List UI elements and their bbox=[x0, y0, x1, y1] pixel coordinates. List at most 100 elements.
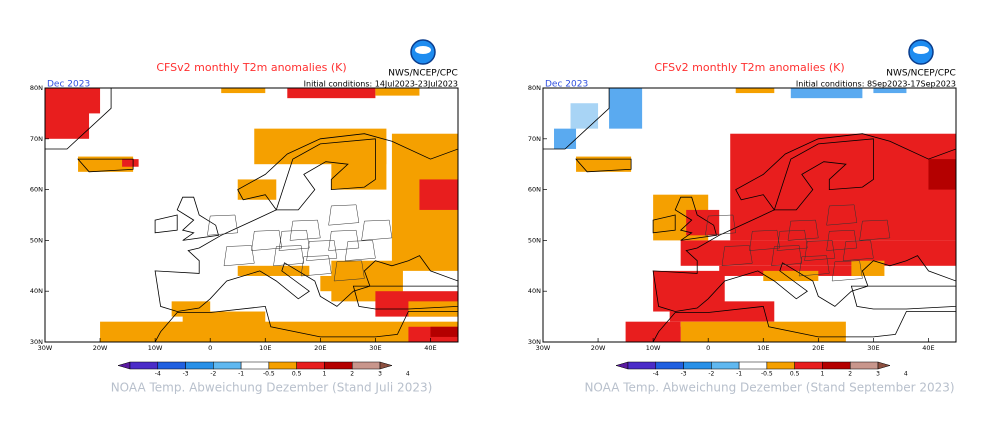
coastline bbox=[652, 305, 956, 342]
colorbar-segment bbox=[213, 361, 242, 370]
noaa-logo-bird bbox=[415, 46, 431, 54]
colorbar-tick-label: 1 bbox=[323, 371, 327, 378]
colorbar-segment bbox=[711, 361, 740, 370]
colorbar-tick-label: -2 bbox=[210, 371, 216, 378]
anomaly-patch bbox=[570, 103, 599, 129]
anomaly-patch bbox=[221, 88, 266, 94]
colorbar-end-low bbox=[117, 361, 131, 370]
colorbar-end-high bbox=[379, 361, 393, 370]
border bbox=[278, 229, 310, 251]
anomaly-patch bbox=[680, 240, 956, 266]
colorbar-tick-label: -3 bbox=[681, 371, 687, 378]
colorbar-end-low bbox=[615, 361, 629, 370]
lat-label: 60N bbox=[30, 186, 43, 194]
map-content bbox=[543, 88, 956, 342]
colorbar-segment bbox=[822, 361, 851, 370]
anomaly-patch bbox=[735, 88, 775, 94]
coastline bbox=[773, 138, 874, 211]
lon-label: 10W bbox=[646, 344, 661, 352]
lon-label: 20W bbox=[591, 344, 606, 352]
colorbar-segment bbox=[129, 361, 159, 370]
map-panel: CFSv2 monthly T2m anomalies (K) Dec 2023 I… bbox=[528, 39, 957, 395]
border bbox=[344, 240, 376, 261]
coastline bbox=[176, 196, 220, 241]
caption: NOAA Temp. Abweichung Dezember (Stand Ju… bbox=[111, 381, 433, 395]
lon-label: 10E bbox=[757, 344, 769, 352]
colorbar-tick-label: 3 bbox=[378, 371, 382, 378]
border bbox=[289, 219, 321, 241]
lon-label: 0 bbox=[208, 344, 212, 352]
anomaly-patch bbox=[669, 301, 775, 322]
anomaly-patch bbox=[609, 88, 643, 129]
border bbox=[787, 219, 819, 241]
border bbox=[328, 204, 360, 226]
coastline bbox=[652, 214, 676, 234]
border bbox=[842, 240, 874, 261]
coastline bbox=[154, 214, 178, 234]
anomaly-patch bbox=[680, 321, 846, 342]
colorbar-tick-label: -2 bbox=[708, 371, 714, 378]
lon-label: 0 bbox=[706, 344, 710, 352]
colorbar-tick-label: 0.5 bbox=[790, 371, 800, 378]
lon-label: 30W bbox=[38, 344, 53, 352]
border bbox=[798, 255, 830, 277]
coastline bbox=[275, 138, 376, 211]
border bbox=[721, 245, 753, 267]
colorbar-tick-label: -1 bbox=[736, 371, 742, 378]
anomaly-patch bbox=[873, 88, 907, 94]
coastline bbox=[154, 133, 458, 312]
colorbar-tick-label: 4 bbox=[904, 371, 908, 378]
anomaly-patch bbox=[790, 88, 863, 99]
colorbar-segment bbox=[738, 361, 768, 370]
lon-label: 30E bbox=[867, 344, 879, 352]
lon-label: 20E bbox=[314, 344, 326, 352]
anomaly-patch bbox=[237, 265, 310, 276]
border bbox=[826, 204, 858, 226]
border bbox=[223, 245, 255, 267]
anomaly-patch bbox=[554, 128, 577, 149]
lat-label: 50N bbox=[30, 236, 43, 244]
colorbar-segment bbox=[296, 361, 325, 370]
border bbox=[328, 229, 360, 251]
map-frame bbox=[44, 87, 459, 343]
coastline bbox=[45, 88, 112, 150]
colorbar-tick-label: 1 bbox=[821, 371, 825, 378]
lon-label: 30W bbox=[536, 344, 551, 352]
colorbar-segment bbox=[794, 361, 823, 370]
map-title: CFSv2 monthly T2m anomalies (K) bbox=[654, 61, 844, 74]
map-panel: CFSv2 monthly T2m anomalies (K) Dec 2023 I… bbox=[30, 39, 459, 395]
agency-label: NWS/NCEP/CPC bbox=[886, 69, 956, 79]
anomaly-patch bbox=[928, 159, 956, 190]
anomaly-patch bbox=[375, 88, 420, 96]
colorbar-tick-label: 4 bbox=[406, 371, 410, 378]
anomaly-patch bbox=[72, 88, 101, 114]
lat-label: 30N bbox=[528, 338, 541, 346]
colorbar-tick-label: -0.5 bbox=[263, 371, 275, 378]
lat-label: 40N bbox=[528, 287, 541, 295]
colorbar-segment bbox=[849, 361, 879, 370]
lon-label: 10W bbox=[148, 344, 163, 352]
border bbox=[859, 219, 891, 241]
colorbar-segment bbox=[157, 361, 186, 370]
lon-label: 40E bbox=[424, 344, 436, 352]
colorbar-tick-label: -4 bbox=[155, 371, 161, 378]
anomaly-patch bbox=[763, 270, 819, 282]
colorbar-segment bbox=[351, 361, 381, 370]
colorbar-tick-label: -0.5 bbox=[761, 371, 773, 378]
lat-label: 60N bbox=[528, 186, 541, 194]
colorbar-tick-label: 0.5 bbox=[292, 371, 302, 378]
anomaly-patch bbox=[100, 321, 458, 342]
map-content bbox=[45, 88, 458, 342]
noaa-logo-bird bbox=[913, 46, 929, 54]
month-label: Dec 2023 bbox=[545, 80, 588, 90]
colorbar-segment bbox=[766, 361, 795, 370]
border bbox=[273, 245, 305, 267]
anomaly-patch bbox=[576, 156, 632, 172]
month-label: Dec 2023 bbox=[47, 80, 90, 90]
lat-label: 70N bbox=[30, 135, 43, 143]
initial-conditions: Initial conditions: 14Jul2023-23Jul2023 bbox=[304, 80, 458, 89]
coastline bbox=[674, 196, 718, 241]
border bbox=[251, 229, 283, 251]
agency-label: NWS/NCEP/CPC bbox=[388, 69, 458, 79]
anomaly-patch bbox=[122, 159, 139, 167]
